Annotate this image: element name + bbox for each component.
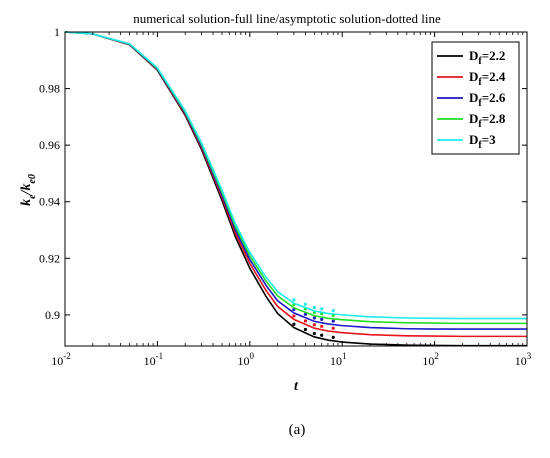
legend-label-3: Df=2.6 [469, 90, 506, 109]
asymptotic-marker-1-1 [292, 322, 296, 326]
x-tick-exp-4: 1 [342, 351, 347, 361]
x-tick-exp-6: 3 [527, 351, 532, 361]
legend-label-tail-4: =2.8 [482, 111, 506, 126]
y-tick-label-2: 0.92 [39, 251, 60, 265]
y-tick-label-6: 1 [54, 25, 60, 39]
legend-label-tail-5: =3 [482, 132, 496, 147]
asymptotic-marker-1-4 [320, 333, 324, 337]
asymptotic-marker-5-4 [320, 307, 324, 311]
x-tick-exp-5: 2 [434, 351, 439, 361]
legend-label-tail-1: =2.2 [482, 48, 506, 63]
asymptotic-marker-2-2 [303, 319, 308, 323]
legend-label-sub-3: f [478, 98, 482, 109]
x-tick-label-1: 10-2 [51, 351, 71, 368]
x-axis-ticks: 10-2 10-1 100 101 102 103 [51, 32, 532, 368]
legend-label-main-2: D [469, 69, 478, 84]
legend-label-tail-2: =2.4 [482, 69, 506, 84]
legend-label-sub-4: f [478, 119, 482, 130]
legend-label-sub-5: f [478, 140, 482, 151]
legend-label-main-3: D [469, 90, 478, 105]
y-tick-label-5: 0.98 [39, 82, 60, 96]
series-line-5 [64, 31, 527, 320]
x-tick-base-5: 10 [422, 354, 434, 368]
asymptotic-marker-2-4 [320, 324, 324, 328]
x-tick-base-4: 10 [330, 354, 342, 368]
y-axis-label-sub-e0: e0 [27, 174, 38, 183]
y-tick-label-1: 0.9 [45, 308, 60, 322]
legend: Df=2.2Df=2.4Df=2.6Df=2.8Df=3 [431, 41, 520, 155]
y-axis-ticks: 0.9 0.92 0.94 0.96 0.98 1 [39, 25, 527, 322]
legend-label-sub-1: f [478, 56, 482, 67]
asymptotic-marker-3-5 [331, 319, 335, 323]
legend-label-4: Df=2.8 [469, 111, 506, 130]
legend-label-main-5: D [469, 132, 478, 147]
x-tick-exp-3: 0 [250, 351, 255, 361]
legend-label-main-4: D [469, 111, 478, 126]
x-axis-label: t [294, 379, 299, 394]
x-tick-label-4: 101 [330, 351, 347, 368]
figure-caption: (a) [289, 422, 306, 438]
y-axis-label-sub-e: e [27, 194, 38, 199]
asymptotic-marker-2-1 [292, 314, 296, 318]
x-tick-label-5: 102 [422, 351, 439, 368]
x-tick-base-2: 10 [144, 354, 156, 368]
asymptotic-marker-1-5 [331, 335, 335, 340]
x-tick-exp-2: -1 [156, 351, 164, 361]
asymptotic-marker-3-3 [312, 316, 316, 320]
x-tick-base-6: 10 [515, 354, 527, 368]
y-tick-label-3: 0.94 [39, 195, 60, 209]
legend-label-sub-2: f [478, 77, 482, 88]
y-axis-label-sep: /k [19, 184, 34, 196]
y-axis-label: ke/ke0 [19, 174, 38, 206]
asymptotic-marker-2-3 [312, 323, 316, 327]
asymptotic-marker-3-4 [320, 317, 324, 321]
plot-frame [64, 31, 528, 347]
legend-label-1: Df=2.2 [469, 48, 505, 67]
asymptotic-marker-1-2 [303, 327, 308, 332]
asymptotic-marker-2-5 [331, 326, 335, 330]
x-tick-label-2: 10-1 [144, 351, 164, 368]
legend-label-main-1: D [469, 48, 478, 63]
asymptotic-marker-5-5 [331, 309, 335, 313]
x-tick-base-1: 10 [51, 354, 63, 368]
x-tick-label-6: 103 [515, 351, 532, 368]
y-tick-label-4: 0.96 [39, 138, 60, 152]
y-axis-label-main: k [19, 199, 34, 206]
asymptotic-marker-3-2 [303, 312, 308, 316]
asymptotic-marker-1-3 [312, 331, 316, 336]
asymptotic-marker-5-3 [312, 305, 316, 310]
x-tick-exp-1: -2 [63, 351, 71, 361]
legend-label-2: Df=2.4 [469, 69, 506, 88]
legend-label-5: Df=3 [469, 132, 496, 151]
x-tick-label-3: 100 [238, 351, 255, 368]
legend-label-tail-3: =2.6 [482, 90, 506, 105]
x-tick-base-3: 10 [238, 354, 250, 368]
chart-title: numerical solution-full line/asymptotic … [133, 11, 441, 26]
asymptotic-marker-5-2 [303, 302, 308, 306]
asymptotic-marker-5-1 [292, 298, 296, 302]
